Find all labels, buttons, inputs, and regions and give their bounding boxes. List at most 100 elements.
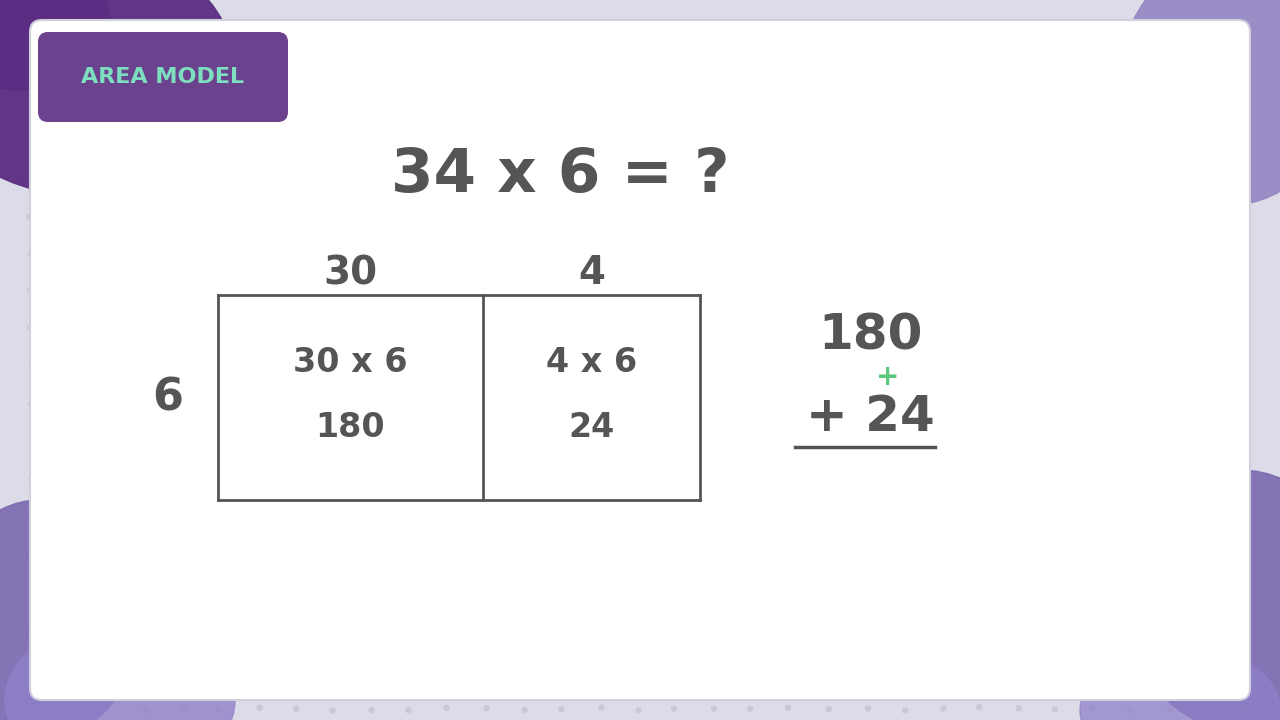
Circle shape [750,441,754,446]
Circle shape [484,403,488,408]
Circle shape [292,325,297,330]
Circle shape [712,22,717,27]
Circle shape [218,632,223,637]
Circle shape [330,631,335,636]
Circle shape [333,441,338,446]
Circle shape [294,252,300,257]
Circle shape [216,515,221,520]
Circle shape [1092,478,1097,483]
Circle shape [1014,593,1019,598]
Circle shape [1242,97,1247,102]
Circle shape [330,174,335,179]
Circle shape [938,556,943,561]
Circle shape [864,517,869,522]
Circle shape [64,401,69,406]
Circle shape [104,667,109,672]
Circle shape [104,592,109,597]
Circle shape [672,667,677,672]
Circle shape [67,441,72,446]
Circle shape [636,22,641,27]
Circle shape [1015,516,1020,521]
Circle shape [333,326,338,331]
Circle shape [1091,24,1096,30]
Circle shape [444,96,448,102]
Circle shape [332,61,337,66]
Circle shape [1018,631,1021,636]
Circle shape [448,555,452,560]
Circle shape [28,252,33,257]
Circle shape [979,137,983,142]
Circle shape [179,250,184,255]
Circle shape [940,403,945,408]
Circle shape [864,667,869,672]
Circle shape [292,287,297,292]
Circle shape [559,706,564,711]
Circle shape [1014,287,1019,292]
Circle shape [1167,176,1172,181]
Circle shape [369,629,374,634]
Circle shape [1245,248,1251,253]
Circle shape [143,441,148,446]
Circle shape [673,365,678,370]
Circle shape [599,631,604,636]
Circle shape [1242,707,1247,712]
Circle shape [749,288,754,293]
Circle shape [636,555,641,560]
Circle shape [67,667,72,672]
Circle shape [1167,670,1172,675]
Circle shape [257,99,262,104]
Circle shape [296,515,301,520]
Circle shape [408,211,413,216]
Circle shape [1052,289,1057,294]
Circle shape [65,62,70,67]
Circle shape [178,23,183,27]
Circle shape [371,97,376,102]
Circle shape [371,480,375,484]
Circle shape [367,401,372,406]
Circle shape [444,705,449,710]
Circle shape [1204,213,1210,218]
Circle shape [1245,632,1251,637]
Circle shape [748,251,753,256]
Circle shape [257,705,262,710]
Circle shape [67,98,72,103]
Circle shape [102,23,108,28]
Circle shape [1130,363,1135,368]
Circle shape [1243,363,1247,368]
Circle shape [823,248,828,253]
Circle shape [406,667,411,672]
Circle shape [1167,287,1172,292]
Circle shape [786,404,791,409]
Circle shape [748,706,753,711]
Circle shape [826,402,831,407]
Circle shape [940,629,945,634]
Circle shape [102,518,108,523]
Circle shape [406,632,411,637]
Circle shape [1167,706,1172,711]
Circle shape [216,327,221,332]
Circle shape [255,402,260,408]
Circle shape [673,100,678,105]
Circle shape [902,708,908,713]
Circle shape [105,555,110,560]
Circle shape [904,174,909,179]
Circle shape [787,441,792,446]
Circle shape [102,707,108,712]
Circle shape [673,250,678,255]
Circle shape [216,364,221,369]
Text: 34 x 6 = ?: 34 x 6 = ? [390,145,730,204]
Circle shape [179,480,184,485]
Circle shape [558,554,563,559]
Circle shape [1169,553,1174,558]
Circle shape [141,631,146,636]
Circle shape [676,517,681,522]
Circle shape [749,670,754,675]
Circle shape [410,480,415,485]
Circle shape [1015,480,1020,485]
Circle shape [864,404,869,409]
Circle shape [102,442,108,447]
Circle shape [559,287,564,292]
Circle shape [559,363,564,368]
Circle shape [524,516,527,521]
Circle shape [861,629,867,634]
